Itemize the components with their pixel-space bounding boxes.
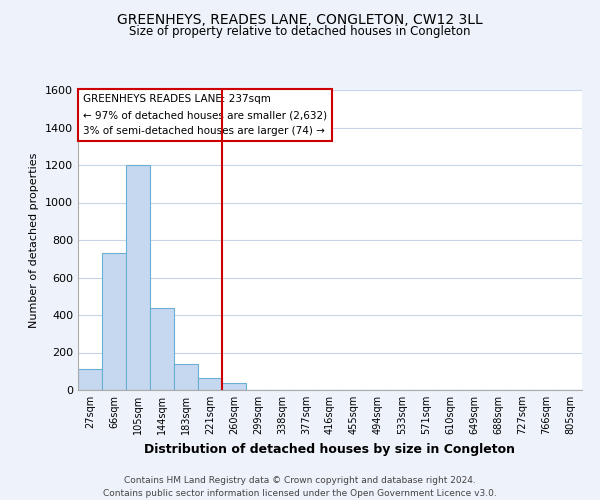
- Text: Size of property relative to detached houses in Congleton: Size of property relative to detached ho…: [129, 25, 471, 38]
- Bar: [102, 253, 126, 390]
- Text: Contains HM Land Registry data © Crown copyright and database right 2024.
Contai: Contains HM Land Registry data © Crown c…: [103, 476, 497, 498]
- Bar: [222, 384, 246, 390]
- Bar: [126, 165, 150, 390]
- Bar: [174, 364, 198, 390]
- X-axis label: Distribution of detached houses by size in Congleton: Distribution of detached houses by size …: [145, 442, 515, 456]
- Text: GREENHEYS READES LANE: 237sqm
← 97% of detached houses are smaller (2,632)
3% of: GREENHEYS READES LANE: 237sqm ← 97% of d…: [83, 94, 327, 136]
- Y-axis label: Number of detached properties: Number of detached properties: [29, 152, 40, 328]
- Bar: [198, 378, 222, 390]
- Text: GREENHEYS, READES LANE, CONGLETON, CW12 3LL: GREENHEYS, READES LANE, CONGLETON, CW12 …: [117, 12, 483, 26]
- Bar: [150, 308, 174, 390]
- Bar: [78, 370, 102, 390]
